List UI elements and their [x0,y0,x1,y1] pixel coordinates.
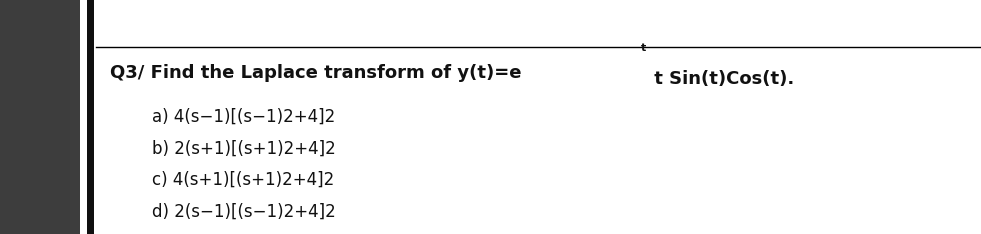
Bar [0,0,80,234]
Bar [87,0,94,234]
Text: b) 2(s+1)[(s+1)2+4]2: b) 2(s+1)[(s+1)2+4]2 [152,140,336,157]
Text: t: t [641,43,646,53]
Text: a) 4(s−1)[(s−1)2+4]2: a) 4(s−1)[(s−1)2+4]2 [152,108,336,126]
Text: Q3/ Find the Laplace transform of y(t)=e: Q3/ Find the Laplace transform of y(t)=e [110,64,521,82]
Text: c) 4(s+1)[(s+1)2+4]2: c) 4(s+1)[(s+1)2+4]2 [152,171,335,189]
Text: d) 2(s−1)[(s−1)2+4]2: d) 2(s−1)[(s−1)2+4]2 [152,203,336,221]
Text: t Sin(t)Cos(t).: t Sin(t)Cos(t). [647,69,794,88]
